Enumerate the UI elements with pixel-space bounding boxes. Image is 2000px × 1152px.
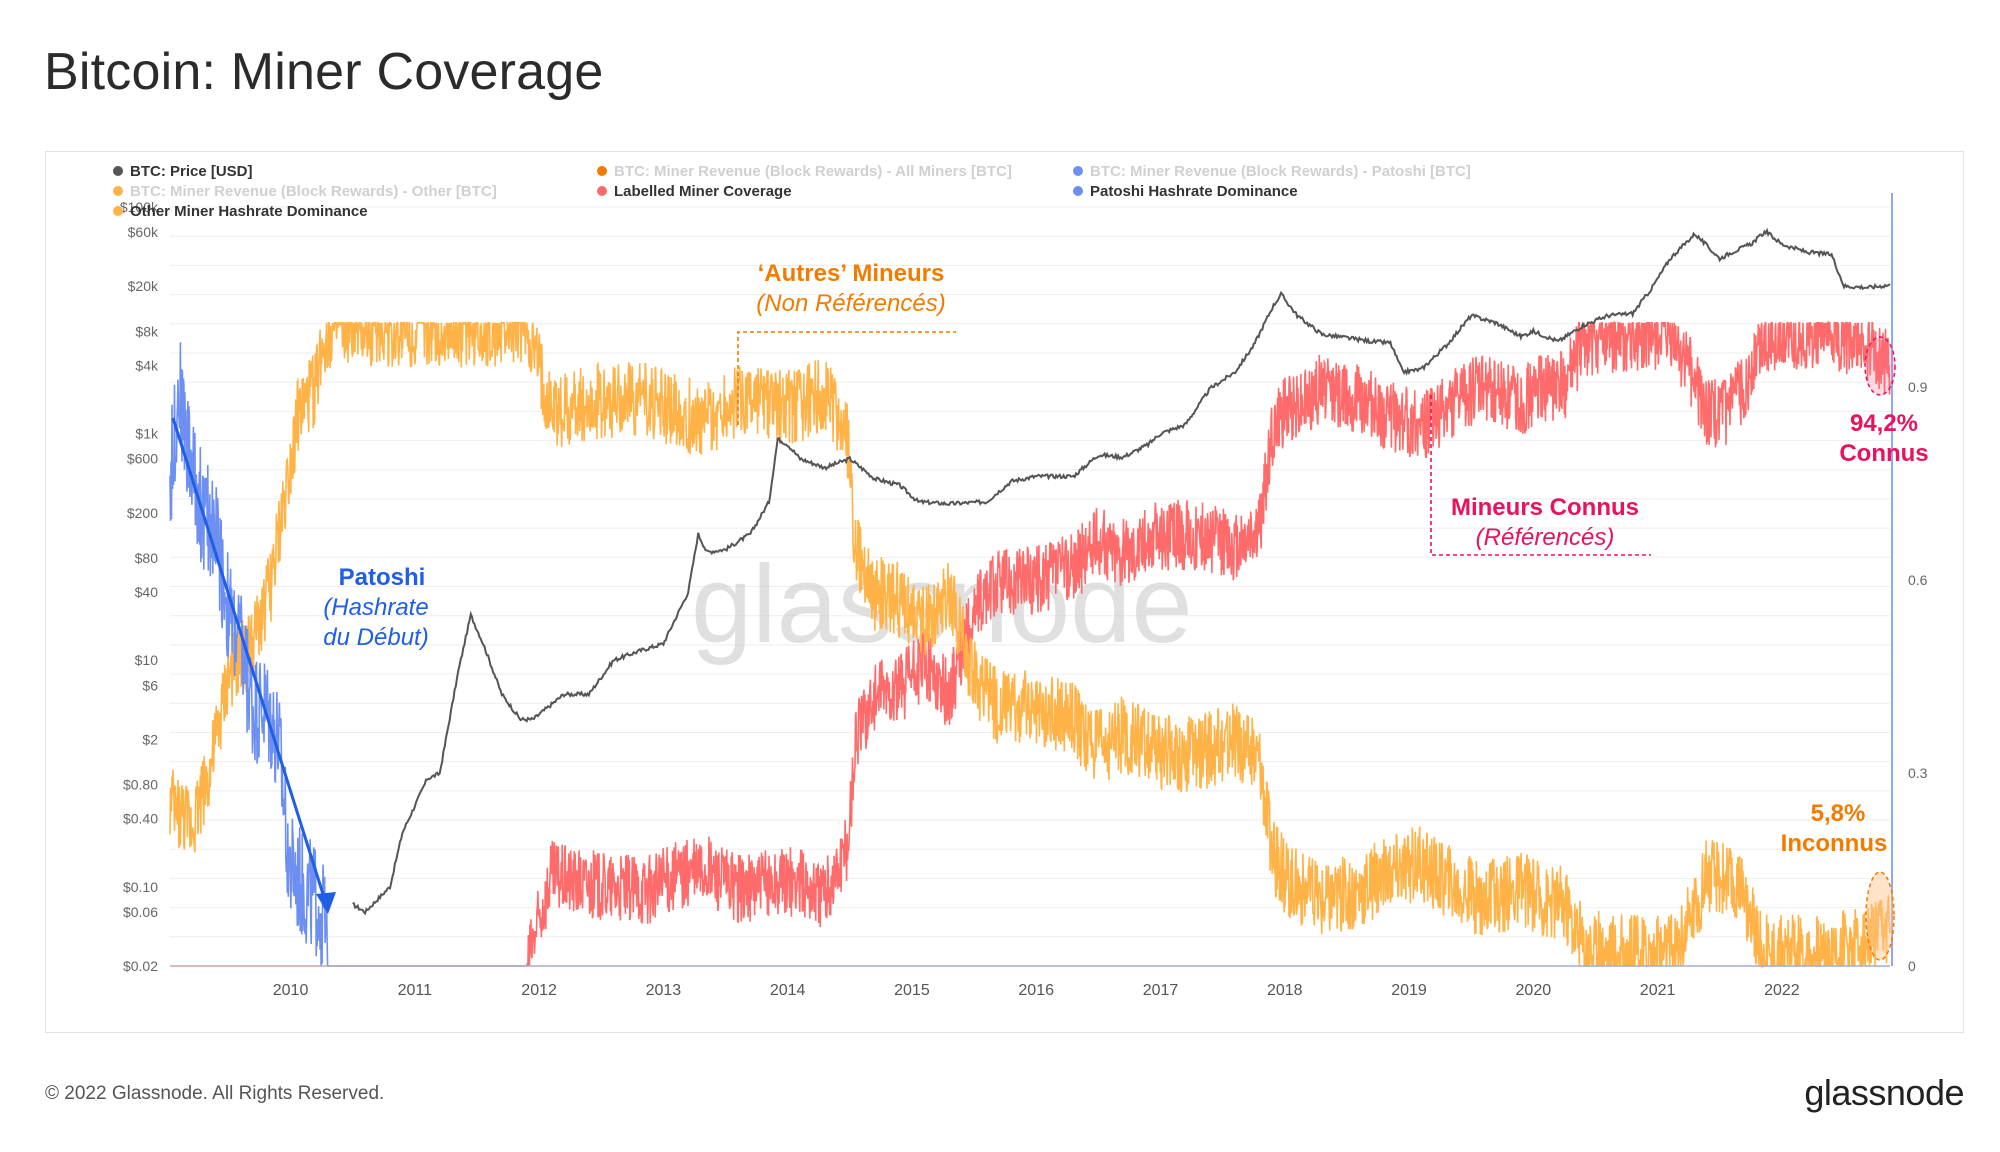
annot-unknown-pct-value: 5,8% — [1811, 800, 1866, 827]
legend-swatch[interactable] — [113, 166, 123, 176]
y-left-tick-label: $20k — [128, 278, 159, 294]
annot-other-subtitle: (Non Référencés) — [756, 290, 945, 317]
annot-patoshi-line1: (Hashrate — [323, 594, 428, 621]
x-tick-label: 2011 — [398, 982, 433, 999]
y-left-tick-label: $200 — [127, 505, 158, 521]
footer-brand-logo: glassnode — [1804, 1072, 1964, 1113]
miner-coverage-chart: glassnode $100k$60k$20k$8k$4k$1k$600$200… — [113, 163, 1929, 999]
legend: BTC: Price [USD] BTC: Miner Revenue (Bloc… — [113, 163, 1471, 220]
annot-known-pct-ellipse — [1864, 336, 1896, 396]
series-line-btc-price — [352, 227, 1891, 916]
x-tick-label: 2021 — [1640, 982, 1676, 999]
legend-item-label[interactable]: BTC: Miner Revenue (Block Rewards) - All… — [614, 163, 1012, 180]
legend-swatch[interactable] — [597, 186, 607, 196]
annot-known-subtitle: (Référencés) — [1476, 524, 1615, 551]
y-left-tick-label: $8k — [135, 323, 159, 339]
axes: $100k $60k $20k $8k $4k $1k $600 $200 $80 $40 $10 $… — [120, 193, 1928, 999]
annot-patoshi-line2: du Début) — [323, 624, 428, 651]
legend-item-label[interactable]: Labelled Miner Coverage — [614, 183, 792, 200]
x-tick-label: 2020 — [1516, 982, 1552, 999]
y-left-tick-label: $40 — [135, 584, 159, 600]
x-tick-label: 2015 — [894, 982, 930, 999]
x-tick-label: 2016 — [1018, 982, 1054, 999]
footer-copyright: © 2022 Glassnode. All Rights Reserved. — [45, 1083, 385, 1104]
annot-unknown-pct-label: Inconnus — [1781, 830, 1888, 857]
x-tick-label: 2014 — [770, 982, 806, 999]
annotations: ‘Autres’ Mineurs (Non Référencés) Mineur… — [171, 260, 1929, 961]
y-right-tick-label: 0 — [1908, 958, 1916, 974]
annot-patoshi-arrowhead — [316, 892, 336, 914]
annot-known-pct-value: 94,2% — [1850, 410, 1918, 437]
y-left-tick-label: $0.06 — [123, 904, 158, 920]
legend-item-label[interactable]: BTC: Price [USD] — [130, 163, 253, 180]
annot-unknown-pct-ellipse — [1865, 871, 1895, 961]
legend-swatch[interactable] — [113, 186, 123, 196]
y-left-tick-label: $60k — [128, 224, 159, 240]
y-left-tick-label: $0.02 — [123, 958, 158, 974]
legend-swatch[interactable] — [597, 166, 607, 176]
y-left-tick-label: $0.40 — [123, 811, 158, 827]
y-right-tick-label: 0.9 — [1908, 379, 1928, 395]
legend-swatch[interactable] — [113, 206, 123, 216]
legend-swatch[interactable] — [1073, 166, 1083, 176]
legend-item-label[interactable]: Other Miner Hashrate Dominance — [130, 203, 368, 220]
y-left-tick-label: $6 — [142, 677, 158, 693]
y-left-tick-label: $10 — [135, 652, 159, 668]
x-tick-label: 2019 — [1391, 982, 1427, 999]
y-left-tick-label: $2 — [142, 731, 158, 747]
x-tick-label: 2018 — [1267, 982, 1303, 999]
y-left-tick-label: $1k — [135, 426, 159, 442]
x-tick-label: 2017 — [1143, 982, 1179, 999]
x-tick-label: 2022 — [1764, 982, 1800, 999]
annot-other-title: ‘Autres’ Mineurs — [758, 260, 945, 287]
x-tick-label: 2012 — [521, 982, 557, 999]
annot-known-title: Mineurs Connus — [1451, 494, 1639, 521]
legend-swatch[interactable] — [1073, 186, 1083, 196]
page-title: Bitcoin: Miner Coverage — [44, 43, 604, 101]
annot-patoshi-arrow-line — [171, 417, 330, 911]
annot-other-bracket — [737, 331, 956, 425]
annot-patoshi-title: Patoshi — [339, 564, 426, 591]
y-left-tick-label: $80 — [135, 550, 159, 566]
y-right-tick-label: 0.6 — [1908, 572, 1928, 588]
y-left-tick-label: $600 — [127, 451, 158, 467]
y-left-tick-label: $0.10 — [123, 879, 158, 895]
legend-item-label[interactable]: BTC: Miner Revenue (Block Rewards) - Oth… — [130, 183, 497, 200]
y-left-tick-label: $100k — [120, 199, 159, 215]
legend-item-label[interactable]: BTC: Miner Revenue (Block Rewards) - Pat… — [1090, 163, 1471, 180]
x-tick-label: 2013 — [646, 982, 682, 999]
y-left-tick-label: $4k — [135, 357, 159, 373]
y-right-tick-label: 0.3 — [1908, 765, 1928, 781]
x-tick-label: 2010 — [273, 982, 309, 999]
annot-known-pct-label: Connus — [1839, 440, 1928, 467]
chart-panel: glassnode $100k $60k $20k $8k $4k $1k $600 $200… — [45, 151, 1964, 1033]
legend-item-label[interactable]: Patoshi Hashrate Dominance — [1090, 183, 1298, 200]
series-line-other-dominance — [169, 320, 1891, 969]
y-left-tick-label: $0.80 — [123, 776, 158, 792]
